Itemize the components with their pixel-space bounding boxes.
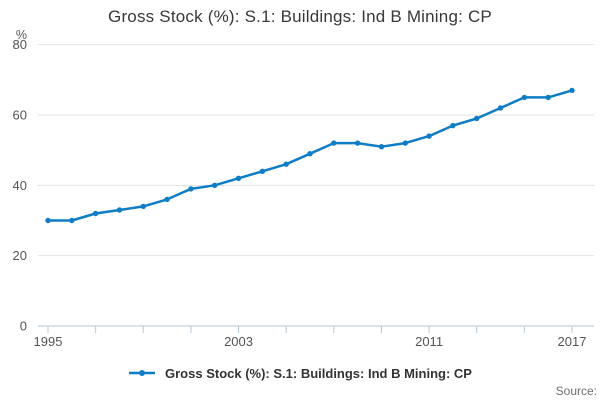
data-point-2002[interactable] [212,182,218,188]
legend-item[interactable]: Gross Stock (%): S.1: Buildings: Ind B M… [0,363,600,383]
x-axis-tick-label: 1995 [34,334,63,349]
x-axis-tick-label: 2003 [224,334,253,349]
data-point-1995[interactable] [45,217,51,224]
data-point-2014[interactable] [497,105,504,111]
data-point-1998[interactable] [116,207,123,213]
legend-series-label: Gross Stock (%): S.1: Buildings: Ind B M… [165,365,472,381]
data-point-2013[interactable] [474,115,480,122]
data-point-2004[interactable] [259,168,266,174]
chart-title: Gross Stock (%): S.1: Buildings: Ind B M… [108,7,492,26]
y-axis-unit-label: % [16,28,27,42]
data-point-2012[interactable] [450,122,456,129]
data-point-2007[interactable] [331,140,337,146]
legend-line-dot-icon [129,370,156,376]
data-point-2016[interactable] [545,94,551,101]
data-point-1999[interactable] [140,203,146,210]
data-point-1997[interactable] [92,210,99,217]
data-point-2010[interactable] [402,140,408,146]
data-point-1996[interactable] [69,217,75,224]
data-point-2000[interactable] [164,196,170,203]
data-point-2008[interactable] [354,140,361,146]
y-axis-tick-label: 0 [20,319,27,334]
data-point-2003[interactable] [235,175,242,181]
data-point-2011[interactable] [426,133,432,139]
x-axis-tick-label: 2011 [415,334,443,349]
data-point-2017[interactable] [569,87,575,94]
line-chart-plot: 1995 2003 2011 2017 0 20 40 60 80% [13,28,594,349]
x-axis-tick-label: 2017 [558,334,587,349]
y-axis-tick-label: 20 [13,248,27,263]
y-axis-tick-label: 80 [13,37,27,52]
data-point-2005[interactable] [283,161,289,167]
data-point-2006[interactable] [307,151,313,157]
data-point-2009[interactable] [378,144,385,150]
y-axis-tick-label: 40 [13,178,27,193]
y-axis-tick-label: 60 [13,108,27,123]
source-note: Source: [555,384,597,398]
data-point-2001[interactable] [188,186,194,192]
data-point-2015[interactable] [521,94,528,101]
